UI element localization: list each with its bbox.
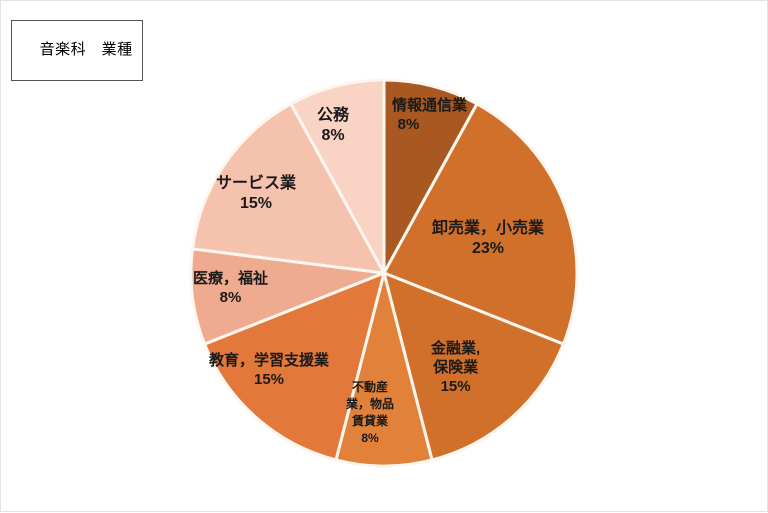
pie-slice-label-text: 業，物品	[346, 397, 395, 412]
pie-slice-percent: 8%	[321, 127, 345, 145]
pie-slice-label-text: 医療，福祉	[193, 270, 269, 287]
pie-slice-label-text: 保険業	[433, 359, 479, 377]
pie-slice[interactable]	[288, 78, 386, 274]
pie-slice-label-text: 金融業,	[431, 340, 481, 357]
pie-slice-label: 医療，福祉 8%	[193, 269, 268, 307]
pie-slice-label: 卸売業，小売業 23%	[432, 219, 544, 260]
pie-slice-label-text: 教育，学習支援業	[209, 352, 330, 369]
pie-slice-percent: 8%	[397, 116, 420, 134]
chart-title-box: 音楽科 業種	[11, 20, 143, 81]
pie-slice-label: 不動産業，物品賃貸業 8%	[346, 379, 394, 447]
pie-slice-label: 金融業, 保険業 15%	[431, 339, 480, 397]
pie-slice-label: 公務 8%	[317, 106, 349, 147]
pie-slice-percent: 8%	[219, 289, 242, 307]
pie-slice[interactable]	[202, 270, 387, 462]
pie-slice[interactable]	[381, 270, 566, 462]
pie-slice-label-text: 情報通信業	[392, 97, 468, 114]
pie-slice-label-text: 賃貸業	[352, 414, 389, 429]
pie-slice-label: サービス業 15%	[216, 174, 296, 215]
pie-slice-label-text: サービス業	[216, 175, 297, 192]
pie-slice-group	[189, 78, 579, 468]
pie-slice[interactable]	[334, 272, 434, 468]
page-title: 音楽科 業種	[39, 40, 133, 58]
pie-slice-percent: 23%	[471, 240, 505, 258]
pie-slice-label: 教育，学習支援業 15%	[209, 351, 329, 389]
pie-slice-label-text: 不動産	[352, 380, 389, 394]
pie-slice-label-text: 卸売業，小売業	[432, 220, 545, 237]
pie-slice-label: 情報通信業 8%	[392, 96, 467, 134]
pie-slice[interactable]	[381, 101, 579, 346]
pie-slice-percent: 15%	[253, 371, 285, 389]
pie-slice[interactable]	[190, 101, 387, 275]
pie-slice-label-text: 公務	[317, 107, 350, 124]
pie-slice-percent: 8%	[361, 431, 379, 446]
pie-slice[interactable]	[189, 247, 385, 346]
pie-slice-percent: 15%	[239, 195, 273, 213]
pie-slice-percent: 15%	[440, 378, 471, 396]
pie-slice[interactable]	[382, 78, 480, 274]
